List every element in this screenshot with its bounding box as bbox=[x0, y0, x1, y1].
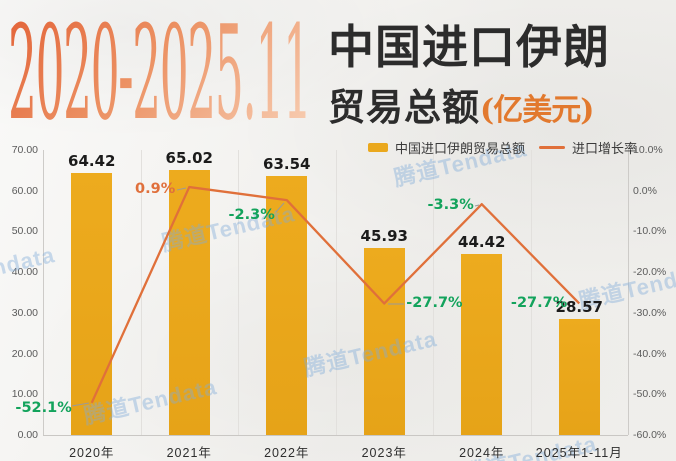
page-title: 中国进口伊朗 bbox=[328, 20, 610, 74]
growth-label: -52.1% bbox=[15, 399, 72, 416]
left-axis-tick: 50.00 bbox=[11, 225, 38, 238]
unit-label: (亿美元) bbox=[480, 92, 594, 128]
line-legend-swatch bbox=[539, 146, 566, 149]
right-axis-line bbox=[628, 150, 629, 435]
right-axis-tick: 10.0% bbox=[633, 144, 663, 156]
gridline bbox=[335, 150, 337, 435]
bar bbox=[461, 254, 503, 435]
bar-legend-label: 中国进口伊朗贸易总额 bbox=[395, 141, 526, 156]
label-connector bbox=[474, 204, 480, 207]
right-axis-tick: 0.0% bbox=[633, 184, 657, 197]
left-axis-tick: 60.00 bbox=[11, 184, 38, 197]
growth-label: -27.7% bbox=[510, 295, 568, 312]
growth-label: -2.3% bbox=[228, 207, 275, 224]
x-axis-line bbox=[43, 435, 628, 436]
bar bbox=[71, 172, 113, 435]
bar-value-label: 45.93 bbox=[360, 226, 408, 245]
gridline bbox=[433, 150, 434, 435]
right-axis-tick: -60.0% bbox=[633, 429, 667, 441]
bar-value-label: 63.54 bbox=[263, 155, 311, 174]
subtitle-text: 贸易总额 bbox=[328, 84, 480, 129]
growth-label: -27.7% bbox=[406, 295, 463, 312]
left-axis-tick: 30.00 bbox=[11, 306, 38, 319]
x-axis-label: 2025年1-11月 bbox=[535, 446, 623, 460]
bar-value-label: 65.02 bbox=[165, 149, 213, 168]
right-axis-tick: -10.0% bbox=[633, 225, 667, 238]
title-date-range: 2020-2025.11 bbox=[8, 0, 312, 149]
bar bbox=[363, 247, 405, 435]
gridline bbox=[238, 150, 239, 435]
bar bbox=[558, 318, 600, 435]
left-axis-line bbox=[43, 150, 44, 435]
left-axis-tick: 40.00 bbox=[11, 266, 38, 279]
growth-label: 0.9% bbox=[135, 181, 176, 198]
left-axis-tick: 0.00 bbox=[17, 429, 38, 441]
growth-label: -3.3% bbox=[427, 197, 474, 214]
bar-value-label: 44.42 bbox=[458, 233, 506, 252]
chart-legend: 中国进口伊朗贸易总额 进口增长率 bbox=[368, 138, 637, 157]
bar bbox=[168, 170, 210, 435]
right-axis-tick: -30.0% bbox=[633, 306, 667, 319]
bar-legend-swatch bbox=[368, 143, 388, 152]
line-legend-label: 进口增长率 bbox=[572, 141, 638, 156]
right-axis-tick: -20.0% bbox=[633, 266, 667, 279]
right-axis-tick: -50.0% bbox=[633, 388, 667, 401]
gridline bbox=[530, 150, 532, 435]
left-axis-tick: 20.00 bbox=[11, 347, 38, 360]
right-axis-tick: -40.0% bbox=[633, 347, 667, 360]
title-block: 中国进口伊朗 贸易总额(亿美元) bbox=[328, 22, 610, 131]
bar-value-label: 64.42 bbox=[68, 151, 116, 170]
page-subtitle: 贸易总额(亿美元) bbox=[328, 77, 610, 131]
